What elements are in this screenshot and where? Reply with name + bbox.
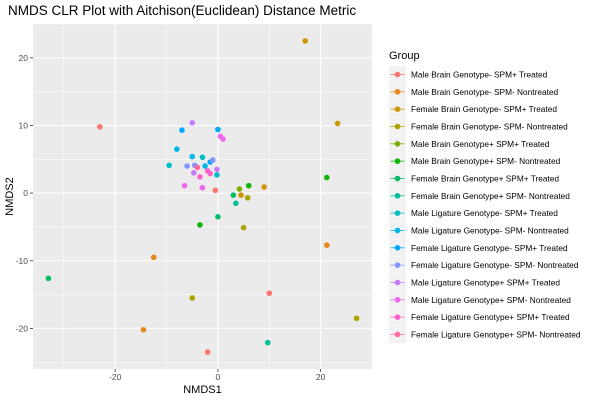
legend-label: Female Brain Genotype- SPM- Nontreated [411,121,568,131]
y-tick-label: -20 [16,323,29,333]
legend-label: Male Ligature Genotype- SPM+ Treated [411,208,558,218]
legend-key-point [394,314,401,320]
legend: Group Male Brain Genotype- SPM+ TreatedM… [389,50,581,343]
x-tick-label: 20 [316,372,326,382]
legend-label: Female Brain Genotype+ SPM+ Treated [411,173,559,183]
data-point-series-3 [302,38,309,44]
data-point-series-10 [174,146,180,152]
legend-label: Male Brain Genotype+ SPM- Nontreated [411,156,561,166]
grid-major [33,24,372,369]
legend-label: Male Brain Genotype- SPM- Nontreated [411,87,558,97]
data-point-series-4 [189,295,196,301]
legend-key-point [394,141,401,147]
data-point-series-11 [179,127,185,134]
legend-label: Female Brain Genotype+ SPM- Nontreated [411,191,570,201]
data-point-series-15 [207,170,214,177]
legend-label: Male Brain Genotype- SPM+ Treated [411,70,548,80]
data-points [45,38,360,355]
legend-key-point [394,71,401,78]
plot-panel [33,24,372,369]
data-point-series-14 [220,136,226,142]
legend-key-point [394,193,401,199]
legend-label: Female Ligature Genotype- SPM+ Treated [411,243,568,253]
legend-items: Male Brain Genotype- SPM+ Treated Male Br… [389,66,581,343]
grid-minor [33,23,373,369]
y-axis-title: NMDS2 [4,177,16,216]
data-point-series-1 [266,290,273,297]
data-point-series-4 [240,224,247,231]
legend-key-point [394,89,401,95]
data-point-series-6 [197,222,203,228]
y-tick-label: 20 [19,53,29,63]
data-point-series-12 [184,163,190,169]
legend-key-point [394,279,401,286]
data-point-series-6 [245,182,252,189]
y-tick-label: 10 [19,120,29,130]
data-point-series-2 [324,242,330,249]
data-point-series-15 [197,174,203,180]
legend-label: Male Ligature Genotype+ SPM- Nontreated [411,295,571,305]
data-point-series-2 [150,254,157,261]
y-tick-label: -10 [16,256,29,266]
legend-key-point [394,296,401,303]
data-point-series-13 [189,119,196,126]
data-point-series-14 [199,184,206,191]
legend-key-point [394,331,401,338]
data-point-series-11 [215,126,221,133]
data-point-series-12 [209,157,216,163]
x-tick-label: 0 [216,372,221,382]
y-tick-label: 0 [23,188,28,198]
data-point-series-7 [230,192,237,198]
data-point-series-5 [236,186,243,192]
data-point-series-10 [189,153,196,160]
data-point-series-4 [353,315,360,322]
chart-title: NMDS CLR Plot with Aitchison(Euclidean) … [8,3,356,18]
data-point-series-1 [204,349,211,355]
legend-key-point [394,106,401,112]
data-point-series-14 [181,182,188,189]
data-point-series-9 [214,172,220,178]
data-point-series-7 [45,275,52,282]
x-axis: -20 0 20 [109,369,326,382]
data-point-series-3 [238,192,244,198]
data-point-series-8 [264,339,271,346]
data-point-series-7 [215,213,221,220]
data-point-series-13 [190,170,197,176]
data-point-series-9 [166,162,172,169]
data-point-series-1 [212,187,219,194]
y-axis: -20 -10 0 10 20 [16,53,33,333]
data-point-series-9 [199,154,206,161]
data-point-series-13 [214,166,220,173]
legend-label: Female Brain Genotype- SPM+ Treated [411,104,557,114]
legend-label: Male Ligature Genotype- SPM- Nontreated [411,225,569,235]
legend-label: Female Ligature Genotype+ SPM+ Treated [411,312,570,322]
legend-key-point [394,175,401,182]
legend-key-point [394,210,401,216]
x-axis-title: NMDS1 [183,384,222,396]
data-point-series-1 [96,124,103,130]
legend-label: Male Ligature Genotype+ SPM+ Treated [411,277,560,287]
data-point-series-6 [324,174,330,181]
x-tick-label: -20 [109,372,122,382]
legend-key-point [394,158,401,164]
data-point-series-2 [140,326,147,333]
legend-key-point [394,123,401,130]
data-point-series-16 [194,164,201,171]
legend-key-point [394,245,401,251]
data-point-series-3 [334,120,341,127]
data-point-series-4 [244,195,251,201]
legend-key-point [394,262,401,268]
legend-key-point [394,227,401,234]
legend-label: Female Ligature Genotype+ SPM- Nontreate… [411,329,581,339]
data-point-series-3 [261,184,267,190]
data-point-series-8 [233,200,239,207]
legend-label: Female Ligature Genotype- SPM- Nontreate… [411,260,579,270]
legend-title: Group [389,50,420,62]
data-point-series-10 [202,163,208,169]
legend-label: Male Brain Genotype+ SPM+ Treated [411,139,550,149]
